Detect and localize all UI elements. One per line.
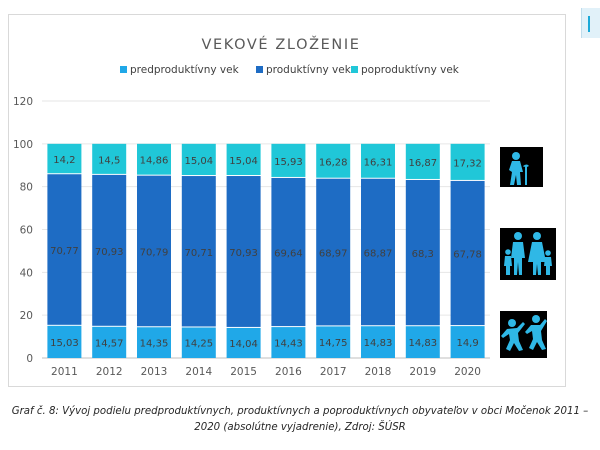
bar-segment-produktívny-vek-2015 — [226, 176, 261, 327]
y-tick-label: 40 — [20, 267, 33, 279]
data-label: 68,97 — [319, 249, 348, 260]
bar-segment-poproduktívny-vek-2020 — [450, 143, 485, 180]
data-label: 14,2 — [53, 155, 75, 166]
data-label: 70,71 — [184, 248, 213, 259]
data-label: 70,77 — [50, 246, 79, 257]
x-tick-label: 2011 — [51, 366, 78, 378]
bar-segment-poproduktívny-vek-2011 — [47, 143, 82, 174]
family-icon — [500, 228, 556, 280]
y-tick-label: 0 — [26, 353, 33, 365]
x-tick-label: 2012 — [96, 366, 123, 378]
bar-segment-produktívny-vek-2013 — [137, 175, 171, 327]
x-tick-label: 2014 — [185, 366, 212, 378]
data-label: 14,35 — [140, 339, 169, 350]
legend-swatch-3 — [351, 66, 358, 73]
y-tick-label: 100 — [13, 139, 33, 151]
x-tick-label: 2017 — [320, 366, 347, 378]
data-label: 15,04 — [229, 156, 258, 167]
bar-segment-poproduktívny-vek-2015 — [226, 143, 261, 176]
data-label: 16,87 — [408, 158, 437, 169]
elderly-person-icon — [500, 147, 543, 187]
y-tick-label: 80 — [20, 182, 33, 194]
bar-segment-predproduktívny-vek-2020 — [450, 326, 485, 358]
legend-label-3: poproduktívny vek — [361, 64, 460, 76]
x-tick-label: 2015 — [230, 366, 257, 378]
data-label: 15,03 — [50, 338, 79, 349]
data-label: 68,87 — [364, 248, 393, 259]
data-label: 70,93 — [95, 247, 124, 258]
bar-segment-poproduktívny-vek-2013 — [137, 143, 171, 175]
x-tick-label: 2013 — [141, 366, 168, 378]
x-tick-label: 2019 — [409, 366, 436, 378]
page-marker-bar — [588, 16, 590, 32]
data-label: 16,28 — [319, 157, 348, 168]
data-label: 70,93 — [229, 248, 258, 259]
y-tick-label: 20 — [20, 310, 33, 322]
bar-segment-produktívny-vek-2014 — [181, 176, 216, 327]
x-tick-label: 2018 — [365, 366, 392, 378]
data-label: 16,31 — [364, 157, 393, 168]
data-label: 67,78 — [453, 250, 482, 261]
bar-segment-produktívny-vek-2011 — [47, 174, 82, 325]
bar-segment-poproduktívny-vek-2014 — [181, 143, 216, 176]
stacked-bar-chart: VEKOVÉ ZLOŽENIE predproduktívny vek produ… — [13, 35, 556, 378]
data-label: 70,79 — [140, 247, 169, 258]
figure-caption: Graf č. 8: Vývoj podielu predproduktívny… — [0, 404, 600, 436]
data-label: 14,83 — [364, 338, 393, 349]
data-label: 14,5 — [98, 155, 120, 166]
bar-segment-predproduktívny-vek-2017 — [316, 326, 351, 358]
data-label: 14,25 — [184, 339, 213, 350]
y-tick-label: 60 — [20, 225, 33, 237]
data-label: 14,43 — [274, 339, 303, 350]
data-labels: 15,03 70,77 14,2 14,57 70,93 14,5 14,35 70,79 14… — [50, 155, 482, 350]
bar-segment-predproduktívny-vek-2012 — [92, 326, 127, 358]
data-label: 15,04 — [184, 156, 213, 167]
bar-segment-poproduktívny-vek-2016 — [271, 143, 306, 177]
bar-segment-produktívny-vek-2012 — [92, 174, 127, 326]
legend: predproduktívny vek produktívny vek poprod… — [120, 64, 460, 76]
data-label: 14,83 — [408, 338, 437, 349]
caption-line-2: 2020 (absolútne vyjadrenie), Zdroj: ŠÚSR — [194, 422, 406, 433]
bar-segment-produktívny-vek-2019 — [405, 179, 440, 326]
bar-segment-produktívny-vek-2017 — [316, 178, 351, 326]
legend-swatch-2 — [256, 66, 263, 73]
legend-label-2: produktívny vek — [266, 64, 352, 76]
page-marker — [581, 8, 600, 38]
chart-title: VEKOVÉ ZLOŽENIE — [202, 35, 361, 53]
legend-label-1: predproduktívny vek — [130, 64, 240, 76]
data-label: 15,93 — [274, 157, 303, 168]
bar-segment-predproduktívny-vek-2015 — [226, 327, 261, 358]
bar-segment-predproduktívny-vek-2016 — [271, 327, 306, 358]
y-axis: 0 20 40 60 80 100 120 — [13, 96, 33, 365]
data-label: 17,32 — [453, 158, 482, 169]
x-axis: 2011 2012 2013 2014 2015 2016 2017 2018 2019 2020 — [51, 366, 481, 378]
data-label: 14,75 — [319, 338, 348, 349]
bar-segment-predproduktívny-vek-2011 — [47, 325, 82, 358]
bar-segment-predproduktívny-vek-2019 — [405, 326, 440, 358]
legend-swatch-1 — [120, 66, 127, 73]
data-label: 14,86 — [140, 156, 169, 167]
bar-segment-poproduktívny-vek-2019 — [405, 143, 440, 179]
data-label: 14,57 — [95, 338, 124, 349]
bars — [47, 143, 485, 358]
bar-segment-predproduktívny-vek-2018 — [361, 326, 395, 358]
data-label: 14,9 — [456, 338, 478, 349]
bar-segment-produktívny-vek-2016 — [271, 177, 306, 327]
bar-segment-predproduktívny-vek-2014 — [181, 327, 216, 358]
data-label: 68,3 — [412, 249, 434, 260]
bar-segment-poproduktívny-vek-2012 — [92, 143, 127, 174]
data-label: 69,64 — [274, 249, 303, 260]
data-label: 14,04 — [229, 339, 258, 350]
children-playing-icon — [500, 311, 547, 358]
bar-segment-poproduktívny-vek-2017 — [316, 143, 351, 178]
bar-segment-poproduktívny-vek-2018 — [361, 143, 395, 178]
x-tick-label: 2020 — [454, 366, 481, 378]
bar-segment-produktívny-vek-2018 — [361, 178, 395, 326]
bar-segment-produktívny-vek-2020 — [450, 180, 485, 326]
y-tick-label: 120 — [13, 96, 33, 108]
caption-line-1: Graf č. 8: Vývoj podielu predproduktívny… — [11, 406, 589, 417]
bar-segment-predproduktívny-vek-2013 — [137, 327, 171, 358]
x-tick-label: 2016 — [275, 366, 302, 378]
